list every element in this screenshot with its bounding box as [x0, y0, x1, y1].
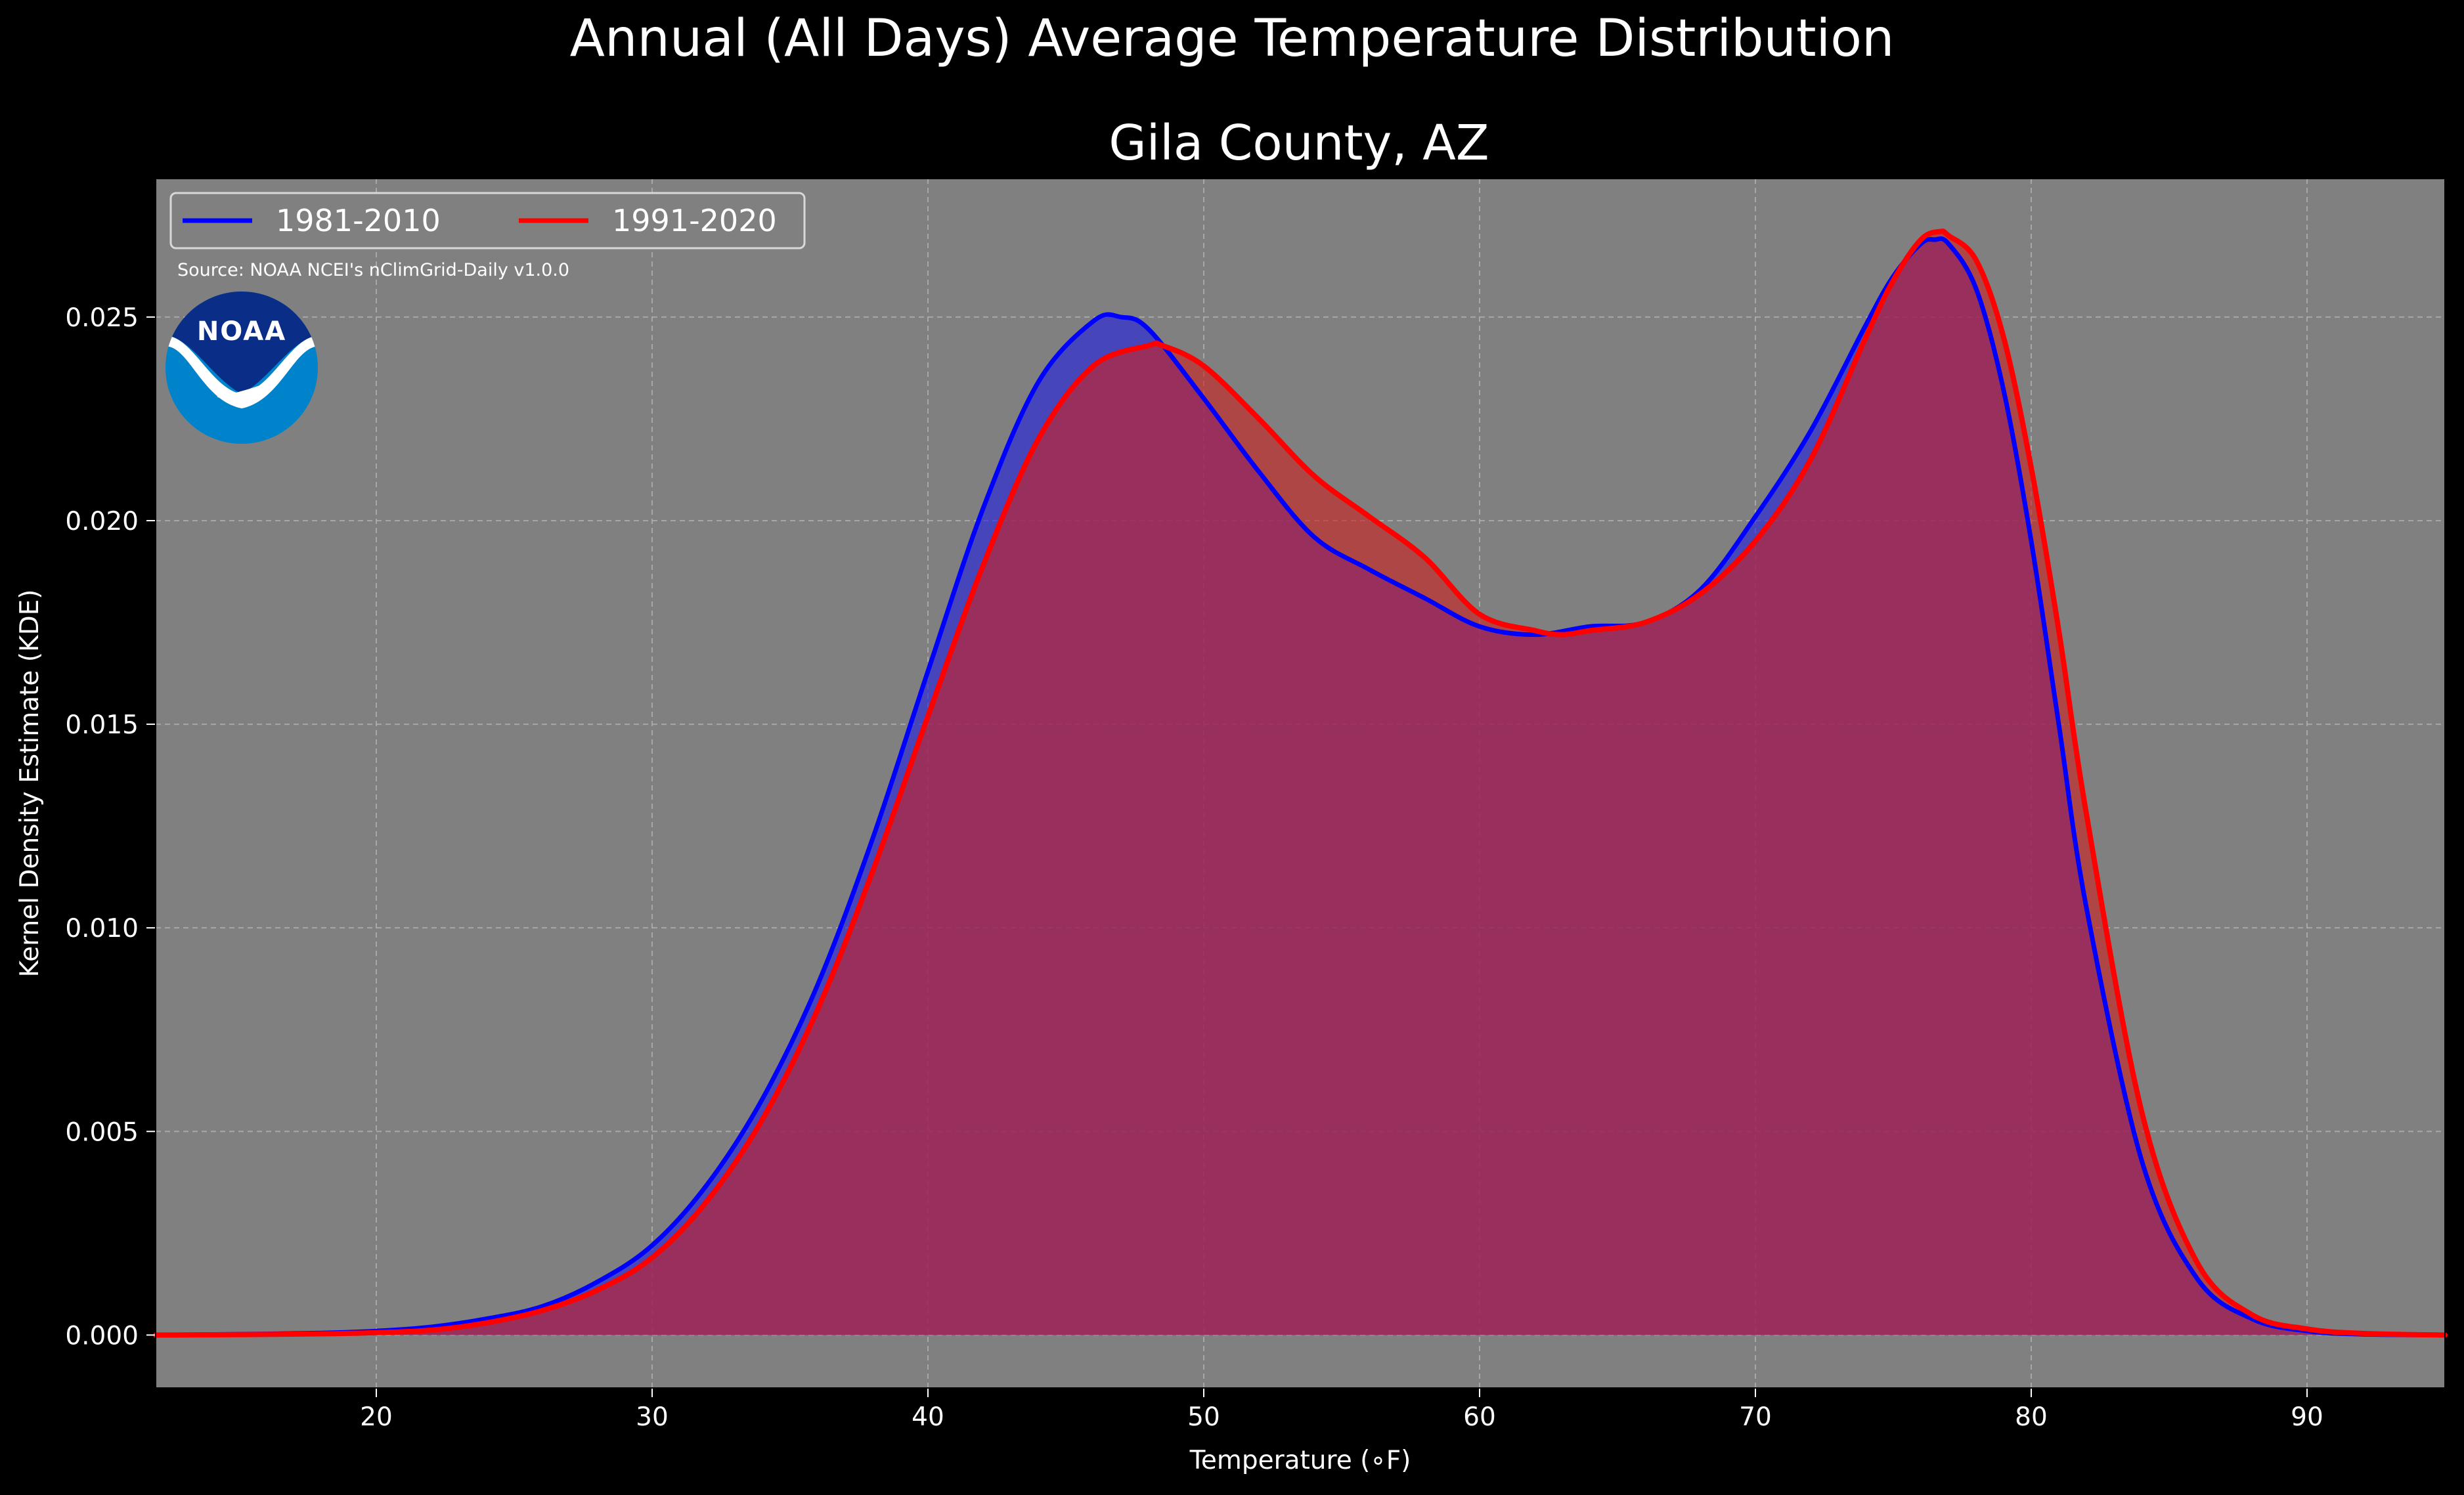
legend: 1981-2010 1991-2020 — [169, 192, 806, 249]
legend-label-1991-2020: 1991-2020 — [612, 203, 777, 238]
x-tick-label: 90 — [2291, 1402, 2323, 1432]
y-axis-ticks: 0.000 0.005 0.010 0.015 0.020 0.025 — [65, 303, 156, 1351]
y-tick-label: 0.000 — [65, 1321, 139, 1351]
density-lines — [153, 228, 2448, 1338]
x-axis-ticks: 20 30 40 50 60 70 80 90 — [360, 1388, 2323, 1432]
area-fill-1991-2020 — [156, 231, 2445, 1335]
logo-text: NOAA — [197, 316, 286, 347]
y-tick-label: 0.020 — [65, 507, 139, 536]
y-tick-label: 0.015 — [65, 710, 139, 740]
logo-wave — [217, 379, 276, 401]
x-tick-label: 80 — [2015, 1402, 2048, 1432]
y-tick-label: 0.025 — [65, 303, 139, 333]
series-line-1981-2010 — [153, 236, 2448, 1337]
x-axis-label: Temperature (∘F) — [1189, 1446, 1411, 1475]
chart-title: Annual (All Days) Average Temperature Di… — [570, 9, 1895, 68]
x-tick-label: 20 — [360, 1402, 393, 1432]
x-tick-label: 30 — [636, 1402, 669, 1432]
logo-sky — [165, 292, 318, 394]
series-line-1991-2020 — [153, 228, 2448, 1338]
x-tick-label: 40 — [912, 1402, 944, 1432]
y-axis-label: Kernel Density Estimate (KDE) — [15, 590, 45, 978]
plot-frame — [155, 178, 2446, 1389]
legend-frame — [169, 192, 806, 249]
y-tick-label: 0.005 — [65, 1117, 139, 1147]
x-tick-label: 50 — [1187, 1402, 1220, 1432]
x-tick-label: 70 — [1739, 1402, 1772, 1432]
chart-subtitle: Gila County, AZ — [1109, 115, 1489, 171]
legend-label-1981-2010: 1981-2010 — [276, 203, 441, 238]
y-tick-label: 0.010 — [65, 914, 139, 943]
density-fills — [156, 231, 2445, 1335]
x-tick-label: 60 — [1463, 1402, 1496, 1432]
source-note: Source: NOAA NCEI's nClimGrid-Daily v1.0… — [177, 260, 569, 280]
noaa-logo: NOAA — [165, 292, 318, 444]
